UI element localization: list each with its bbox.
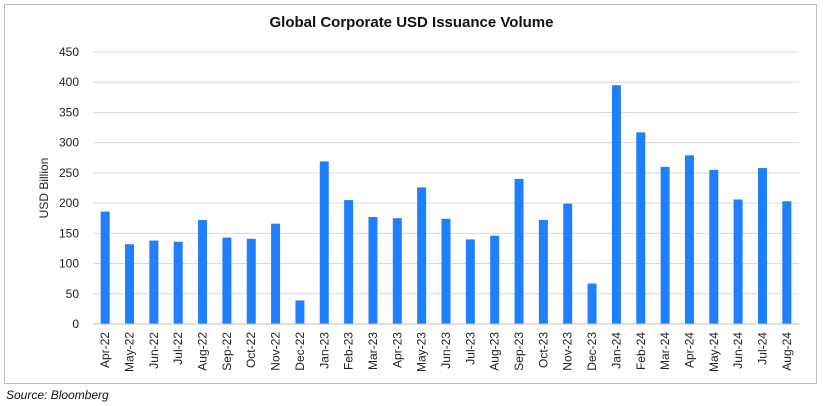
bar xyxy=(368,217,378,324)
x-tick-label: Oct-22 xyxy=(244,332,258,368)
x-tick-label: Apr-23 xyxy=(390,332,404,368)
x-tick-label: May-23 xyxy=(415,332,429,372)
bar xyxy=(757,168,767,324)
x-tick-label: Jul-22 xyxy=(171,332,185,365)
x-tick-label: Jan-23 xyxy=(317,332,331,369)
x-tick-label: Aug-23 xyxy=(488,332,502,371)
y-tick-label: 250 xyxy=(59,166,79,180)
x-tick-label: Feb-23 xyxy=(342,332,356,370)
x-tick-label: Sep-22 xyxy=(220,332,234,371)
bar xyxy=(417,187,427,324)
y-tick-label: 200 xyxy=(59,196,79,210)
bar xyxy=(149,240,159,324)
y-tick-label: 50 xyxy=(66,287,80,301)
bar xyxy=(271,223,281,324)
bar xyxy=(514,178,524,324)
x-axis-ticks: Apr-22 May-22 Jun-22 Jul-22 Aug-22 Sep-22 Oct-… xyxy=(98,332,794,372)
bar xyxy=(563,203,573,324)
x-tick-label: Nov-23 xyxy=(561,332,575,371)
y-tick-label: 400 xyxy=(59,75,79,89)
bar xyxy=(392,218,402,324)
x-tick-label: Jul-24 xyxy=(755,332,769,365)
y-axis-ticks: 0 50 100 150 200 250 300 350 400 450 xyxy=(59,45,79,331)
bar xyxy=(587,283,597,324)
bar xyxy=(295,300,305,324)
x-tick-label: Jun-22 xyxy=(147,332,161,369)
bar xyxy=(222,237,232,324)
bar xyxy=(441,218,451,324)
y-tick-label: 100 xyxy=(59,257,79,271)
source-note: Source: Bloomberg xyxy=(6,388,109,402)
bars xyxy=(100,85,792,324)
bar xyxy=(611,85,621,324)
x-tick-label: May-22 xyxy=(123,332,137,372)
bar xyxy=(733,199,743,324)
bar xyxy=(465,239,475,324)
x-tick-label: Feb-24 xyxy=(634,332,648,370)
x-tick-label: Apr-22 xyxy=(98,332,112,368)
bar xyxy=(198,220,208,324)
bar xyxy=(684,155,694,324)
x-tick-label: Nov-22 xyxy=(269,332,283,371)
x-tick-label: Oct-23 xyxy=(536,332,550,368)
x-tick-label: Dec-23 xyxy=(585,332,599,371)
x-tick-label: Mar-23 xyxy=(366,332,380,370)
bar xyxy=(246,238,256,324)
bar xyxy=(538,220,548,324)
chart-title: Global Corporate USD Issuance Volume xyxy=(269,14,554,31)
bar xyxy=(660,166,670,324)
bar xyxy=(319,161,329,324)
x-tick-label: Dec-22 xyxy=(293,332,307,371)
y-tick-label: 450 xyxy=(59,45,79,59)
x-tick-label: May-24 xyxy=(707,332,721,372)
bar xyxy=(636,132,646,324)
chart-frame xyxy=(4,4,817,384)
bar xyxy=(100,211,110,324)
x-tick-label: Sep-23 xyxy=(512,332,526,371)
bar xyxy=(125,244,135,324)
x-tick-label: Jan-24 xyxy=(609,332,623,369)
x-tick-label: Aug-22 xyxy=(196,332,210,371)
bar xyxy=(709,169,719,324)
y-tick-label: 300 xyxy=(59,136,79,150)
x-tick-label: Apr-24 xyxy=(682,332,696,368)
bar xyxy=(173,241,183,324)
y-axis-label: USD Billion xyxy=(37,158,51,219)
x-tick-label: Jun-23 xyxy=(439,332,453,369)
bar xyxy=(490,235,500,324)
y-tick-label: 0 xyxy=(72,317,79,331)
y-tick-label: 150 xyxy=(59,226,79,240)
x-tick-label: Mar-24 xyxy=(658,332,672,370)
bar xyxy=(344,200,354,324)
x-tick-label: Aug-24 xyxy=(780,332,794,371)
x-tick-label: Jun-24 xyxy=(731,332,745,369)
y-tick-label: 350 xyxy=(59,105,79,119)
x-tick-label: Jul-23 xyxy=(463,332,477,365)
bar xyxy=(782,201,792,324)
